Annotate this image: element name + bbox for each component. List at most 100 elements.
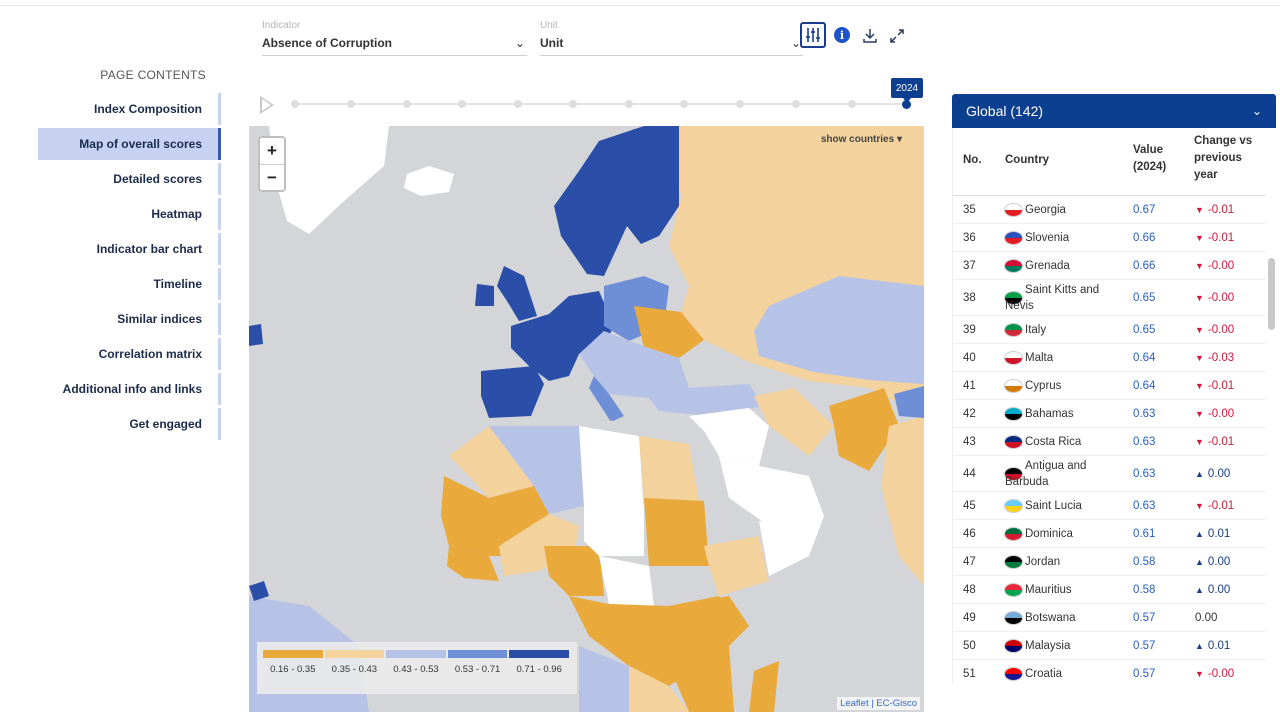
score-value: 0.57 <box>1133 667 1156 680</box>
legend-item: 0.53 - 0.71 <box>447 650 508 686</box>
change-value: ▼ -0.01 <box>1195 204 1234 216</box>
column-header-change[interactable]: Change vs previous year <box>1194 135 1253 181</box>
legend-item: 0.43 - 0.53 <box>386 650 446 686</box>
toc-item-get-engaged[interactable]: Get engaged <box>38 408 221 440</box>
toc-item-similar-indices[interactable]: Similar indices <box>38 303 221 335</box>
rank-number: 40 <box>963 351 976 364</box>
table-row[interactable]: 43 Costa Rica 0.63 ▼ -0.01 <box>953 428 1266 456</box>
choropleth-map[interactable]: + − show countries ▾ 0.16 - 0.35 0.35 - 0… <box>249 126 924 712</box>
toc-item-timeline[interactable]: Timeline <box>38 268 221 300</box>
change-value: 0.00 <box>1195 612 1217 624</box>
timeline-tick[interactable] <box>848 100 856 108</box>
country-flag-icon <box>1004 610 1023 625</box>
unit-select[interactable]: Unit Unit ⌄ <box>540 18 803 56</box>
toc-item-indicator-bar-chart[interactable]: Indicator bar chart <box>38 233 221 265</box>
show-countries-toggle[interactable]: show countries ▾ <box>821 134 902 145</box>
column-header-value[interactable]: Value (2024) <box>1133 144 1167 173</box>
table-row[interactable]: 35 Georgia 0.67 ▼ -0.01 <box>953 196 1266 224</box>
column-header-country[interactable]: Country <box>1005 154 1050 166</box>
table-row[interactable]: 48 Mauritius 0.58 ▲ 0.00 <box>953 576 1266 604</box>
timeline-tick[interactable] <box>291 100 299 108</box>
rank-number: 51 <box>963 667 976 680</box>
change-number: -0.01 <box>1207 499 1235 512</box>
decrease-arrow-icon: ▼ <box>1195 380 1204 391</box>
increase-arrow-icon: ▲ <box>1195 468 1204 479</box>
toc-item-index-composition[interactable]: Index Composition <box>38 93 221 125</box>
table-row[interactable]: 49 Botswana 0.57 0.00 <box>953 604 1266 632</box>
indicator-select[interactable]: Indicator Absence of Corruption ⌄ <box>262 18 527 56</box>
table-row[interactable]: 38 Saint Kitts and Nevis 0.65 ▼ -0.00 <box>953 280 1266 316</box>
zoom-in-button[interactable]: + <box>267 141 277 160</box>
indicator-value: Absence of Corruption <box>262 36 393 50</box>
change-number: -0.00 <box>1207 407 1235 420</box>
table-header: No. Country Value (2024) Change vs previ… <box>953 128 1266 196</box>
timeline-tick[interactable] <box>680 100 688 108</box>
timeline-track[interactable] <box>293 103 908 105</box>
timeline-tick[interactable] <box>458 100 466 108</box>
map-legend: 0.16 - 0.35 0.35 - 0.43 0.43 - 0.53 0.53 - … <box>257 642 577 694</box>
expand-icon[interactable] <box>885 24 909 48</box>
table-row[interactable]: 39 Italy 0.65 ▼ -0.00 <box>953 316 1266 344</box>
change-value: ▲ 0.00 <box>1195 584 1230 596</box>
download-icon[interactable] <box>858 24 882 48</box>
country-flag-icon <box>1004 526 1023 541</box>
increase-arrow-icon: ▲ <box>1195 640 1204 651</box>
table-row[interactable]: 50 Malaysia 0.57 ▲ 0.01 <box>953 632 1266 660</box>
toc-item-additional-info-and-links[interactable]: Additional info and links <box>38 373 221 405</box>
timeline-tick[interactable] <box>403 100 411 108</box>
timeline-handle[interactable] <box>902 100 911 109</box>
unit-label: Unit <box>540 20 558 31</box>
legend-swatch <box>263 650 323 658</box>
timeline-tick[interactable] <box>347 100 355 108</box>
table-row[interactable]: 36 Slovenia 0.66 ▼ -0.01 <box>953 224 1266 252</box>
info-icon[interactable]: i <box>834 27 850 43</box>
country-name: Bahamas <box>1025 407 1074 420</box>
table-scrollbar[interactable] <box>1268 258 1275 330</box>
leaflet-link[interactable]: Leaflet <box>840 698 869 709</box>
change-value: ▼ -0.01 <box>1195 232 1234 244</box>
country-name: Cyprus <box>1025 379 1062 392</box>
country-name: Costa Rica <box>1025 435 1082 448</box>
table-row[interactable]: 41 Cyprus 0.64 ▼ -0.01 <box>953 372 1266 400</box>
table-row[interactable]: 42 Bahamas 0.63 ▼ -0.00 <box>953 400 1266 428</box>
region-dropdown[interactable]: Global (142) ⌄ <box>952 94 1276 128</box>
toc-item-heatmap[interactable]: Heatmap <box>38 198 221 230</box>
timeline-tick[interactable] <box>792 100 800 108</box>
decrease-arrow-icon: ▼ <box>1195 260 1204 271</box>
table-row[interactable]: 47 Jordan 0.58 ▲ 0.00 <box>953 548 1266 576</box>
country-flag-icon <box>1004 350 1023 365</box>
table-row[interactable]: 45 Saint Lucia 0.63 ▼ -0.01 <box>953 492 1266 520</box>
timeline-tick[interactable] <box>569 100 577 108</box>
change-number: -0.03 <box>1207 351 1235 364</box>
timeline-tick[interactable] <box>514 100 522 108</box>
table-row[interactable]: 44 Antigua and Barbuda 0.63 ▲ 0.00 <box>953 456 1266 492</box>
zoom-out-button[interactable]: − <box>260 164 284 190</box>
timeline-tick[interactable] <box>736 100 744 108</box>
play-icon[interactable] <box>260 96 274 114</box>
rank-number: 44 <box>963 467 976 480</box>
rank-number: 49 <box>963 611 976 624</box>
zoom-control: + − <box>258 136 286 192</box>
decrease-arrow-icon: ▼ <box>1195 500 1204 511</box>
change-number: 0.00 <box>1207 555 1231 568</box>
change-value: ▼ -0.03 <box>1195 352 1234 364</box>
score-value: 0.58 <box>1133 555 1156 568</box>
toc-item-correlation-matrix[interactable]: Correlation matrix <box>38 338 221 370</box>
ec-gisco-link[interactable]: EC-Gisco <box>876 698 917 709</box>
change-number: -0.01 <box>1207 435 1235 448</box>
rank-number: 43 <box>963 435 976 448</box>
table-row[interactable]: 51 Croatia 0.57 ▼ -0.00 <box>953 660 1266 684</box>
toc-item-map-of-overall-scores[interactable]: Map of overall scores <box>38 128 221 160</box>
table-row[interactable]: 37 Grenada 0.66 ▼ -0.00 <box>953 252 1266 280</box>
column-header-no[interactable]: No. <box>963 154 982 166</box>
country-name: Mauritius <box>1025 583 1072 596</box>
filter-sliders-icon[interactable] <box>800 22 826 48</box>
table-row[interactable]: 40 Malta 0.64 ▼ -0.03 <box>953 344 1266 372</box>
timeline-tick[interactable] <box>625 100 633 108</box>
country-name: Jordan <box>1025 555 1061 568</box>
toc-item-detailed-scores[interactable]: Detailed scores <box>38 163 221 195</box>
legend-item: 0.16 - 0.35 <box>263 650 323 686</box>
country-flag-icon <box>1004 258 1023 273</box>
chevron-down-icon: ⌄ <box>1251 104 1262 118</box>
table-row[interactable]: 46 Dominica 0.61 ▲ 0.01 <box>953 520 1266 548</box>
